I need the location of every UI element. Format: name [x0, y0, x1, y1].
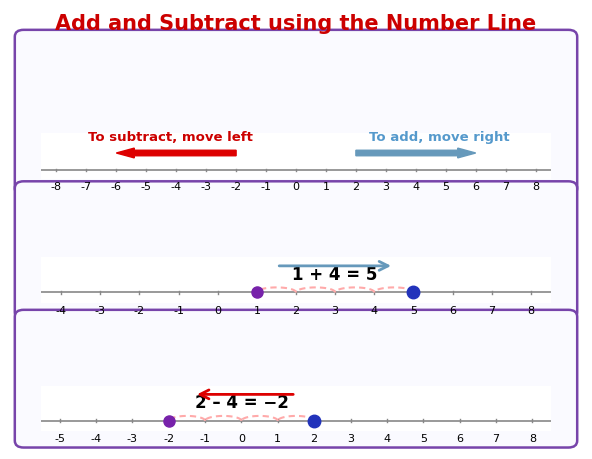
Polygon shape: [116, 148, 236, 158]
Text: 1 + 4 = 5: 1 + 4 = 5: [292, 266, 378, 284]
Polygon shape: [356, 148, 476, 158]
Text: 2 – 4 = −2: 2 – 4 = −2: [195, 394, 288, 412]
Text: Add and Subtract using the Number Line: Add and Subtract using the Number Line: [56, 14, 536, 34]
Text: To subtract, move left: To subtract, move left: [88, 131, 253, 144]
Text: To add, move right: To add, move right: [369, 131, 510, 144]
